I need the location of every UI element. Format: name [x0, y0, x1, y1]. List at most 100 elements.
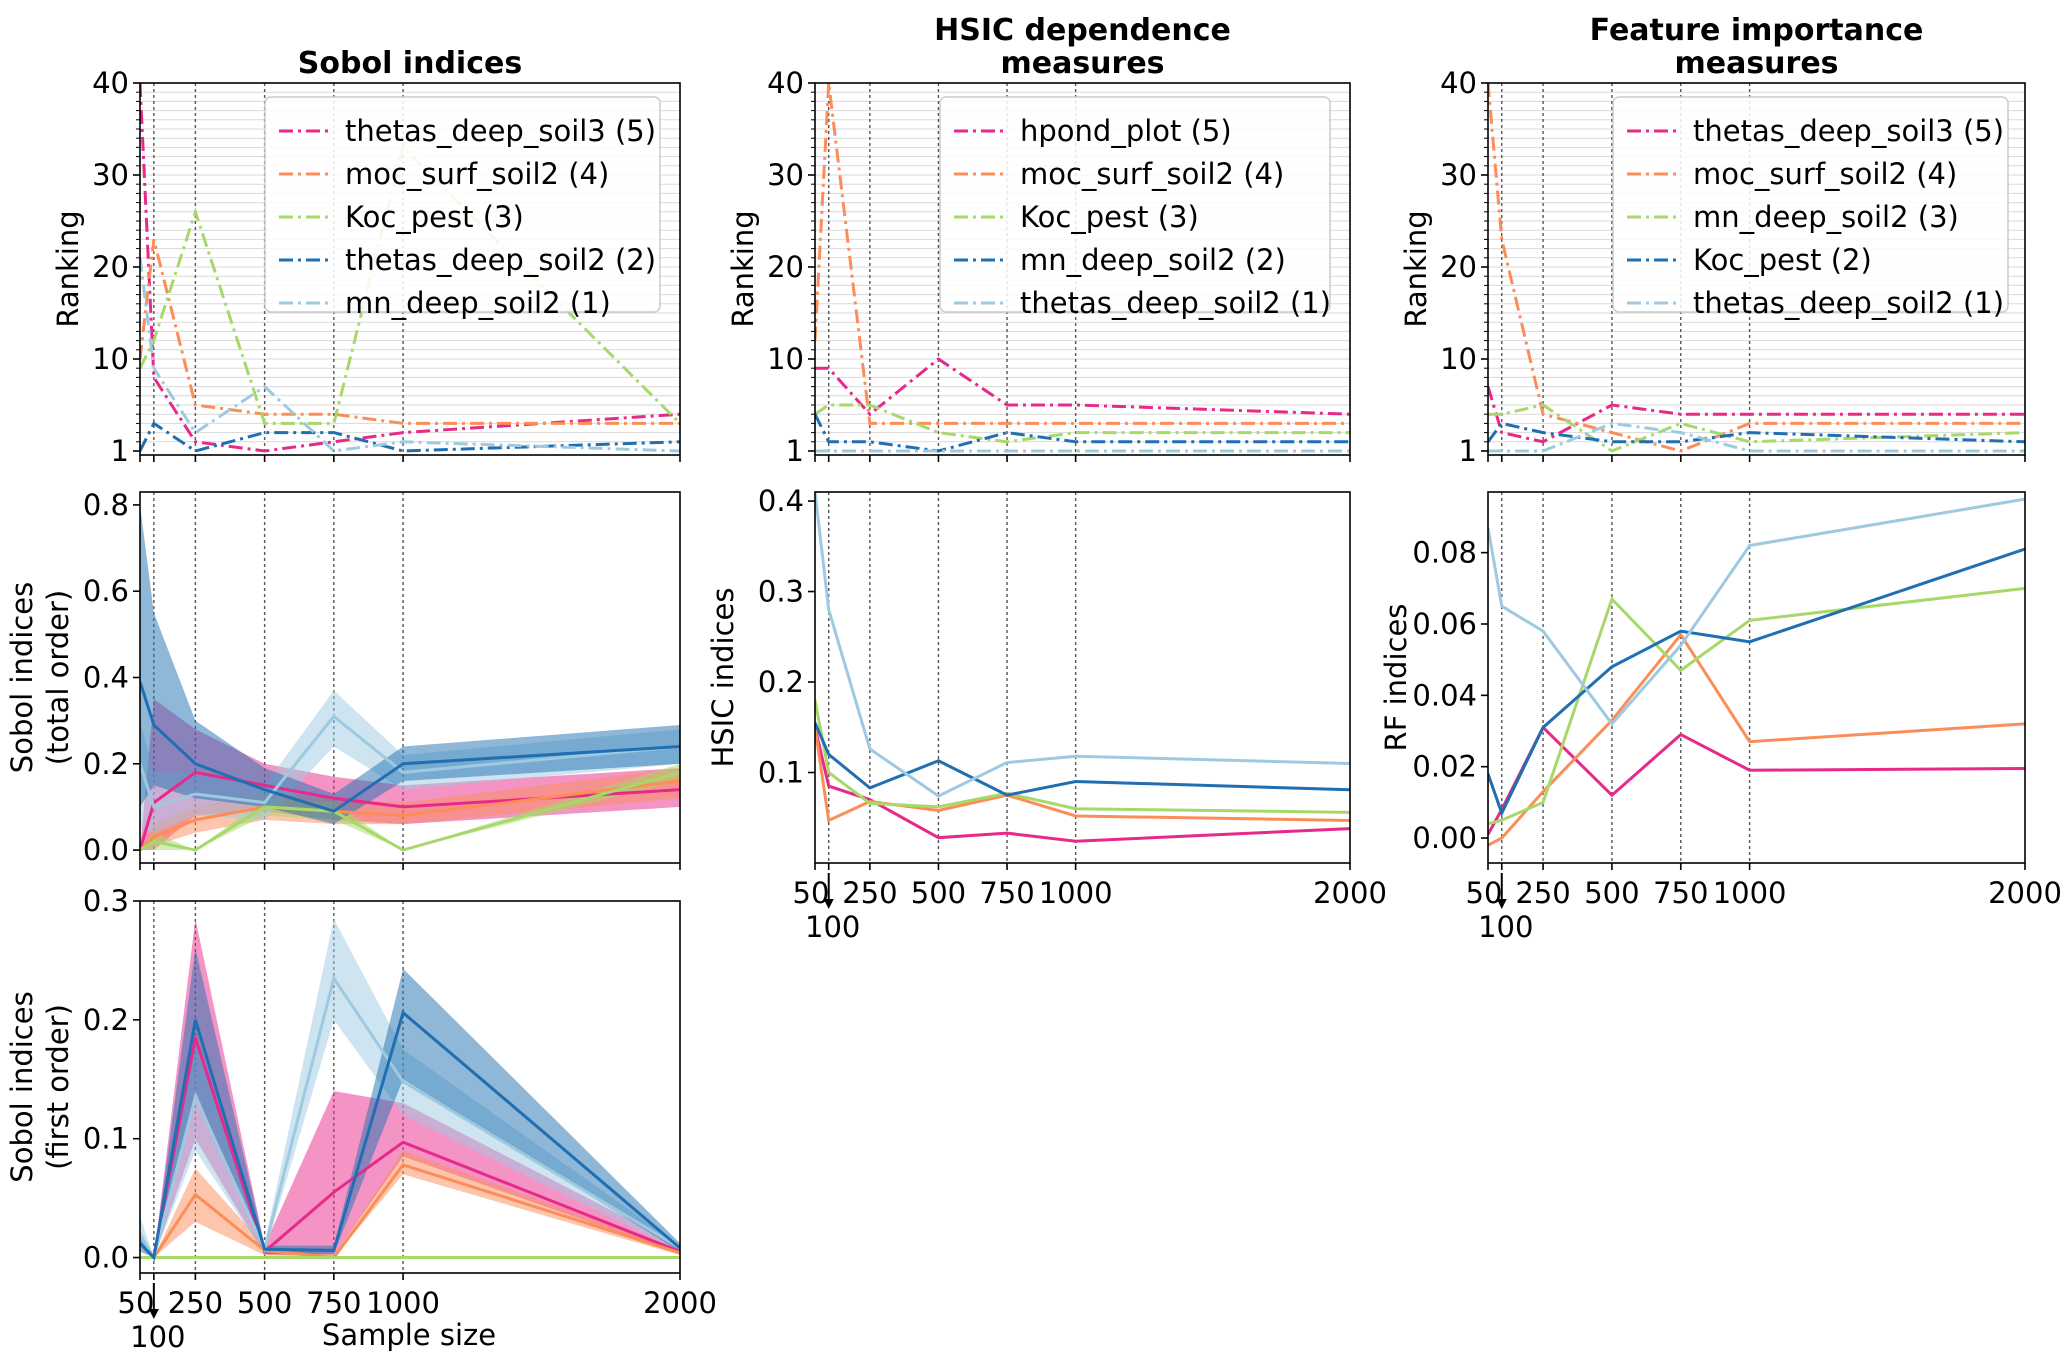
- legend-entry: mn_deep_soil2 (2): [1020, 243, 1286, 277]
- plot-area: [1488, 492, 2025, 863]
- y-tick-label: 0.02: [1412, 750, 1477, 784]
- series-line: [815, 83, 1350, 425]
- y-axis-label: Ranking: [1399, 210, 1433, 327]
- y-tick-label: 10: [92, 342, 129, 376]
- legend-entry: mn_deep_soil2 (1): [345, 286, 611, 320]
- y-tick-label: 20: [767, 250, 804, 284]
- y-tick-label: 0.1: [83, 1122, 129, 1156]
- arrow-head-icon: [823, 899, 834, 909]
- y-tick-label: 0.2: [83, 747, 129, 781]
- confidence-band: [140, 763, 680, 851]
- arrow-head-icon: [1496, 899, 1507, 909]
- x-tick-label-100: 100: [130, 1320, 185, 1354]
- y-tick-label: 40: [1440, 66, 1477, 100]
- legend-entry: thetas_deep_soil2 (1): [1693, 286, 2004, 320]
- chart-sobol_first: 0.0 0.1 0.2 0.3 50 250 500 750 1000 2000 100 Sample…: [5, 884, 717, 1354]
- x-tick-label-100: 100: [1478, 910, 1533, 944]
- chart-hsic_idx: 0.1 0.2 0.3 0.4 50 250 500 750 1000 2000 100 HSIC i…: [706, 484, 1387, 944]
- legend-entry: mn_deep_soil2 (3): [1693, 200, 1959, 234]
- x-tick-label: 2000: [1988, 876, 2062, 910]
- y-tick-label: 10: [767, 342, 804, 376]
- plot-area: [815, 492, 1350, 863]
- x-tick-label: 1000: [366, 1286, 440, 1320]
- axes-frame: [139, 82, 681, 456]
- legend-entry: thetas_deep_soil2 (1): [1020, 286, 1331, 320]
- x-tick-label: 500: [237, 1286, 292, 1320]
- series-line: [140, 83, 680, 453]
- confidence-band: [140, 1150, 680, 1258]
- x-tick-label: 1000: [1039, 876, 1113, 910]
- y-tick-label: 0.4: [83, 661, 129, 695]
- axes-frame: [814, 491, 1351, 864]
- y-tick-label: 0.4: [758, 484, 804, 518]
- axes-frame: [814, 82, 1351, 456]
- x-tick-label: 50: [793, 876, 830, 910]
- y-tick-label: 30: [92, 158, 129, 192]
- confidence-band: [140, 768, 680, 851]
- y-axis-label: (total order): [41, 590, 75, 766]
- arrow-head-icon: [148, 1309, 159, 1319]
- series-line: [815, 403, 1350, 444]
- chart-title: HSIC dependence: [934, 13, 1231, 48]
- series-line: [815, 413, 1350, 453]
- y-tick-label: 0.2: [758, 665, 804, 699]
- y-tick-label: 1: [786, 434, 804, 468]
- y-tick-label: 0.6: [83, 574, 129, 608]
- series-line: [1488, 403, 2025, 453]
- y-axis-label: Sobol indices: [5, 991, 39, 1182]
- series-line: [1488, 386, 2025, 444]
- x-tick-label: 500: [911, 876, 966, 910]
- plot-area: [140, 901, 680, 1273]
- series-line: [815, 699, 1350, 814]
- legend-entry: moc_surf_soil2 (4): [345, 157, 609, 191]
- x-tick-label: 500: [1584, 876, 1639, 910]
- x-tick-label: 2000: [643, 1286, 717, 1320]
- legend-entry: hpond_plot (5): [1020, 114, 1232, 148]
- legend-box: [939, 96, 1331, 313]
- series-line: [1488, 547, 2025, 817]
- series-line: [140, 239, 680, 425]
- x-tick-label-100: 100: [805, 910, 860, 944]
- legend-box: [264, 96, 661, 313]
- legend-entry: moc_surf_soil2 (4): [1693, 157, 1957, 191]
- x-axis-label: Sample size: [322, 1318, 496, 1352]
- y-axis-label: RF indices: [1379, 604, 1413, 752]
- series-line: [1488, 632, 2025, 847]
- y-tick-label: 1: [1459, 434, 1477, 468]
- x-tick-label: 1000: [1713, 876, 1787, 910]
- x-tick-label: 250: [1515, 876, 1570, 910]
- chart-rf_idx: 0.00 0.02 0.04 0.06 0.08 50 250 500 750 1000 2000 1…: [1379, 491, 2062, 944]
- y-axis-label: (first order): [41, 1004, 75, 1170]
- legend-entry: thetas_deep_soil3 (5): [345, 114, 656, 148]
- y-tick-label: 0.0: [83, 833, 129, 867]
- series-line: [140, 770, 680, 852]
- legend-box: [1612, 96, 2009, 313]
- series-line: [815, 726, 1350, 843]
- x-tick-label: 50: [118, 1286, 155, 1320]
- y-tick-label: 30: [767, 158, 804, 192]
- y-tick-label: 20: [92, 250, 129, 284]
- x-tick-label: 2000: [1313, 876, 1387, 910]
- x-tick-label: 250: [168, 1286, 223, 1320]
- y-tick-label: 10: [1440, 342, 1477, 376]
- x-tick-label: 750: [979, 876, 1034, 910]
- y-tick-label: 40: [767, 66, 804, 100]
- chart-sobol_rank: 1 10 20 30 40 Ranking Sobol indices thetas_deep…: [51, 46, 681, 468]
- chart-title: Feature importance: [1590, 13, 1924, 48]
- y-axis-label: HSIC indices: [706, 587, 740, 767]
- axes-frame: [1487, 82, 2026, 456]
- x-tick-label: 250: [842, 876, 897, 910]
- y-axis-label: Ranking: [51, 210, 85, 327]
- y-tick-label: 0.00: [1412, 821, 1477, 855]
- y-tick-label: 30: [1440, 158, 1477, 192]
- y-tick-label: 0.2: [83, 1003, 129, 1037]
- y-tick-label: 0.3: [758, 575, 804, 609]
- axes-frame: [1487, 491, 2026, 864]
- legend-entry: thetas_deep_soil2 (2): [345, 243, 656, 277]
- series-line: [1488, 421, 2025, 444]
- chart-fi_rank: 1 10 20 30 40 Ranking Feature importancemeasur…: [1399, 13, 2026, 468]
- series-line: [1488, 83, 2025, 453]
- legend-entry: moc_surf_soil2 (4): [1020, 157, 1284, 191]
